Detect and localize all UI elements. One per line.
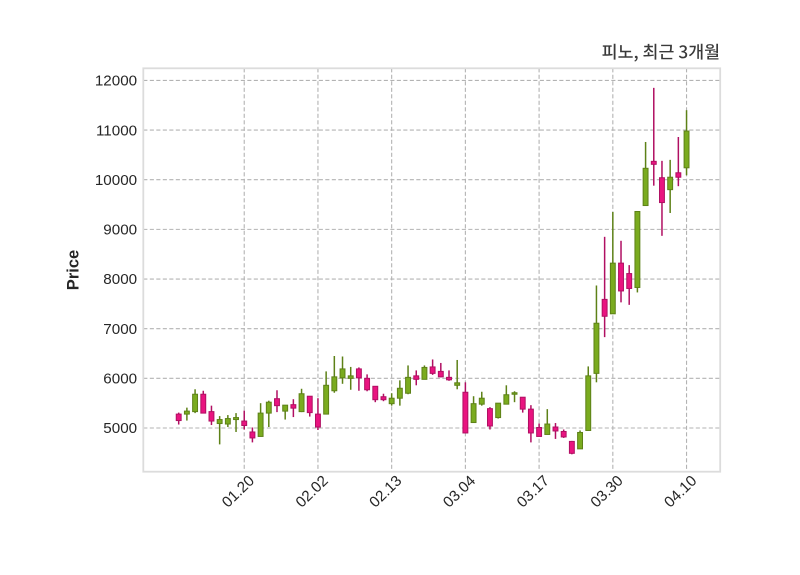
- y-tick-label: 7000: [103, 321, 137, 338]
- candle-body-up: [511, 392, 518, 395]
- candle-body-up: [396, 387, 403, 399]
- candle-body-down: [618, 262, 624, 292]
- candle-body-up: [233, 417, 239, 421]
- candle-body-up: [683, 130, 690, 169]
- y-tick-label: 5000: [103, 420, 137, 437]
- candle-body-down: [208, 411, 215, 422]
- candle-body-down: [290, 404, 297, 409]
- candle-body-up: [667, 176, 674, 191]
- candle-body-down: [519, 396, 526, 410]
- candle-body-down: [175, 413, 182, 422]
- x-tick-label: 03.04: [440, 472, 479, 511]
- plot-background: [143, 68, 721, 472]
- candle-body-down: [241, 420, 248, 427]
- candle-body-up: [257, 412, 264, 437]
- candle-body-down: [601, 298, 608, 317]
- candle-body-down: [675, 172, 682, 178]
- candle-body-down: [568, 440, 575, 454]
- x-tick-label: 03.30: [587, 472, 626, 511]
- y-axis-tick-labels: 5000 6000 7000 8000 9000 10000 11000 12000: [95, 73, 137, 438]
- candle-body-up: [347, 375, 354, 379]
- x-tick-label: 02.13: [366, 472, 405, 511]
- y-tick-label: 11000: [96, 122, 137, 139]
- y-tick-label: 12000: [95, 73, 137, 90]
- candle-body-down: [536, 427, 543, 437]
- candle-body-down: [413, 375, 420, 380]
- candle-body-down: [314, 413, 321, 428]
- candle-body-down: [372, 385, 379, 401]
- candle-body-down: [306, 395, 313, 414]
- candle-body-down: [552, 426, 559, 432]
- y-tick-label: 10000: [95, 172, 137, 189]
- x-tick-label: 03.17: [514, 472, 553, 511]
- candle-body-up: [282, 404, 289, 412]
- candle-body-down: [274, 398, 280, 407]
- candle-body-up: [577, 431, 584, 450]
- candle-body-down: [650, 160, 657, 165]
- y-axis-title: Price: [65, 250, 83, 290]
- candle-body-down: [527, 408, 534, 434]
- candle-body-up: [339, 368, 346, 379]
- y-axis-title-text: Price: [65, 250, 83, 290]
- y-tick-label: 9000: [103, 222, 137, 239]
- candle-body-up: [544, 423, 551, 435]
- candle-body-up: [331, 376, 338, 392]
- x-tick-label: 01.20: [219, 472, 258, 511]
- candle-body-up: [421, 366, 428, 380]
- candle-body-up: [405, 376, 411, 394]
- candle-body-up: [495, 402, 502, 419]
- candle-body-up: [298, 393, 305, 413]
- candle-body-up: [593, 322, 600, 374]
- candle-body-down: [659, 177, 665, 204]
- candle-body-up: [609, 262, 616, 315]
- candle-body-down: [626, 273, 633, 289]
- chart-title: [602, 43, 719, 62]
- plot-area: [143, 68, 721, 472]
- candle-body-up: [503, 394, 510, 405]
- candle-body-down: [560, 430, 567, 438]
- candle-body-up: [224, 418, 231, 425]
- candlestick-series: [175, 87, 690, 455]
- candle-body-up: [192, 393, 199, 413]
- candle-body-up: [470, 403, 477, 424]
- x-axis-tick-labels: 01.20 02.02 02.13 03.04 03.17 03.30 04.10: [219, 472, 700, 511]
- candle-body-down: [462, 391, 469, 434]
- candle-body-down: [446, 376, 452, 381]
- candle-body-down: [355, 368, 362, 379]
- candle-body-up: [642, 167, 649, 207]
- candle-body-up: [478, 397, 485, 405]
- grid-lines: [143, 68, 721, 472]
- y-tick-label: 8000: [103, 271, 137, 288]
- candle-body-up: [216, 419, 223, 425]
- candle-body-down: [364, 377, 371, 391]
- x-tick-label: 04.10: [661, 472, 700, 511]
- candle-body-down: [437, 370, 444, 378]
- candle-body-up: [454, 382, 461, 386]
- candle-body-down: [200, 393, 207, 414]
- plot-border: [142, 67, 722, 473]
- x-tick-label: 02.02: [293, 472, 332, 511]
- candle-body-up: [388, 397, 395, 405]
- candle-body-down: [429, 366, 436, 374]
- candle-body-up: [183, 410, 190, 415]
- candle-body-up: [634, 210, 641, 288]
- chart-title-glyph-path: [602, 43, 719, 62]
- candle-body-down: [249, 431, 256, 439]
- candle-body-down: [380, 396, 387, 401]
- axes-spines: [142, 67, 722, 473]
- y-tick-label: 6000: [103, 371, 137, 388]
- candle-body-up: [265, 401, 272, 414]
- candle-body-down: [487, 408, 493, 427]
- candle-body-up: [585, 375, 592, 431]
- candle-body-up: [323, 384, 330, 415]
